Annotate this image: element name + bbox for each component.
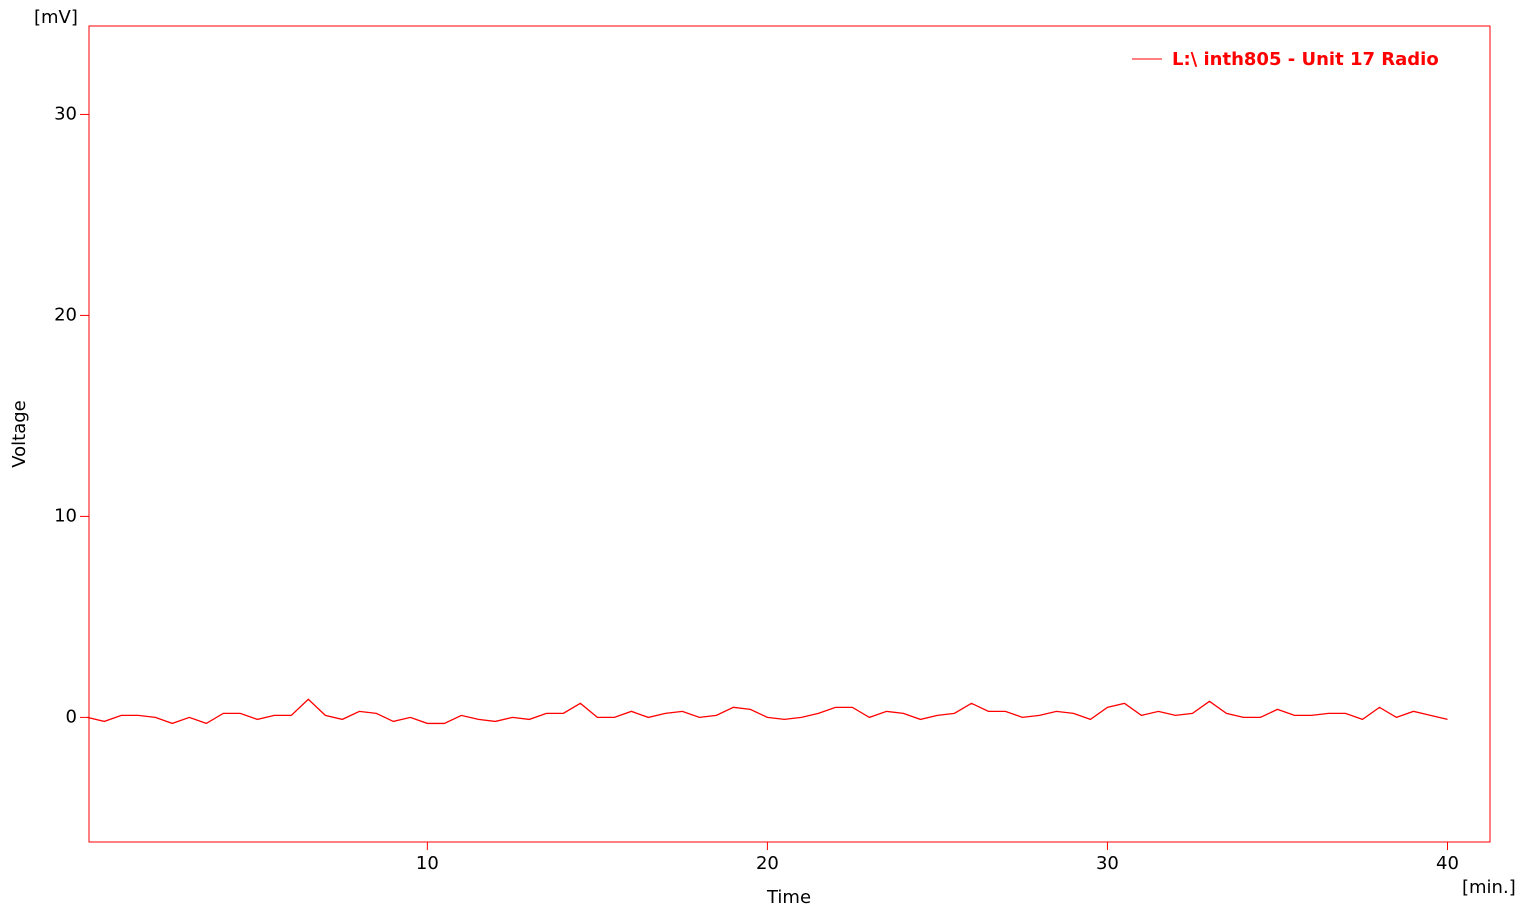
x-tick-label: 20	[756, 853, 779, 874]
series-line	[87, 698, 1448, 725]
y-axis-label: Voltage	[9, 400, 30, 468]
y-tick-label: 0	[66, 706, 77, 727]
x-axis-label: Time	[766, 887, 811, 908]
x-tick-label: 30	[1096, 853, 1119, 874]
x-tick-label: 40	[1436, 853, 1459, 874]
plot-frame	[88, 25, 1491, 843]
x-unit: [min.]	[1462, 877, 1516, 898]
x-tick-label: 10	[416, 853, 439, 874]
y-tick-label: 10	[54, 505, 77, 526]
y-tick-label: 20	[54, 304, 77, 325]
y-tick-label: 30	[54, 103, 77, 124]
y-unit: [mV]	[34, 7, 78, 28]
legend-label: L:\ inth805 - Unit 17 Radio	[1172, 49, 1439, 70]
